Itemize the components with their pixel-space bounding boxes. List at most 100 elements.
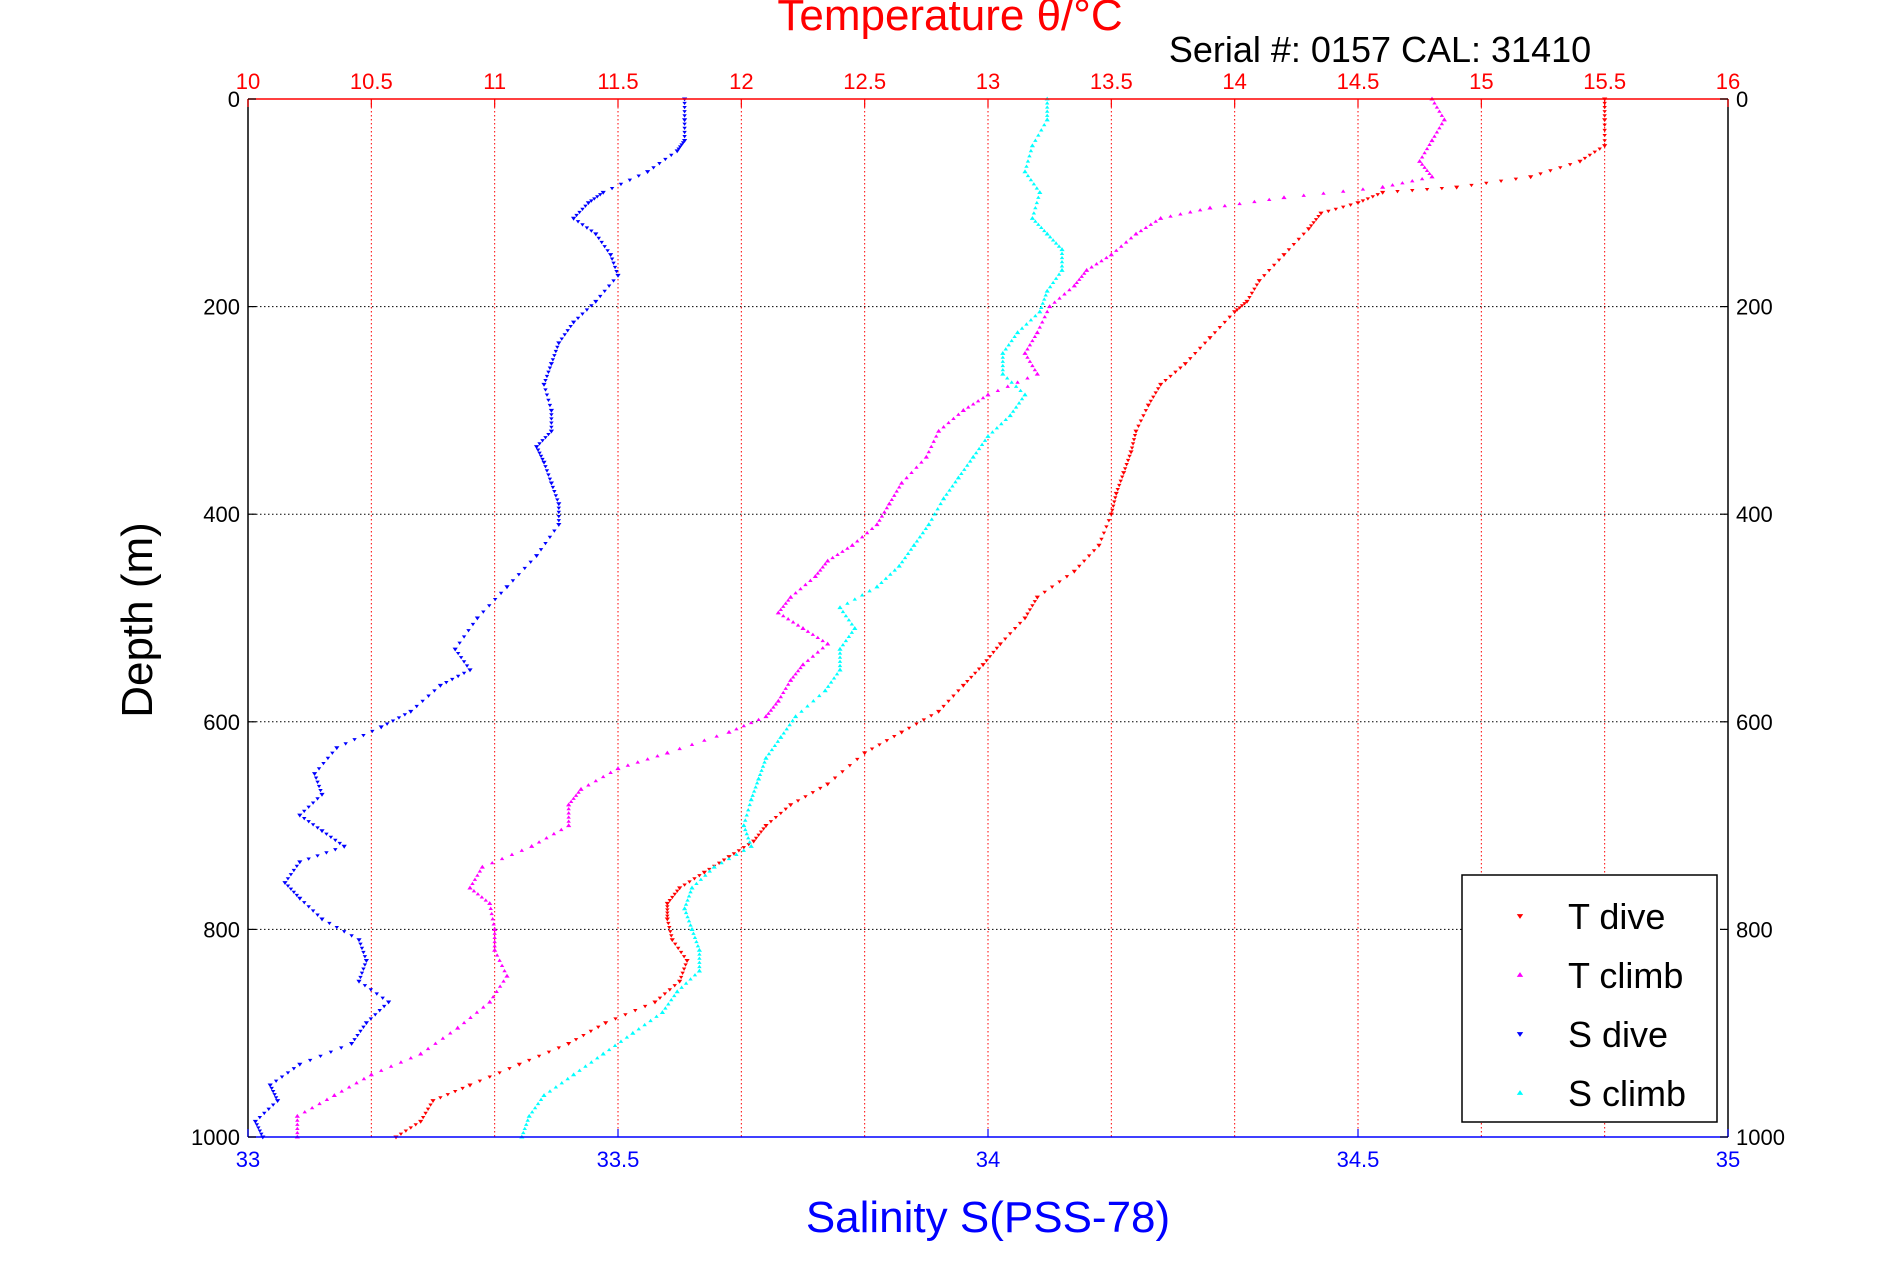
data-point [950, 484, 955, 488]
data-point [1003, 347, 1008, 351]
data-point [547, 366, 553, 370]
data-point [962, 467, 967, 471]
data-point [786, 682, 791, 686]
data-point [593, 299, 599, 304]
data-point [1429, 138, 1435, 143]
data-point [1028, 318, 1034, 322]
data-point [771, 705, 776, 709]
data-point [633, 1009, 638, 1013]
data-point [840, 609, 846, 614]
data-point [589, 1060, 594, 1064]
data-point [1104, 255, 1109, 260]
data-point [1182, 362, 1188, 367]
data-point [1267, 197, 1272, 202]
data-point [995, 388, 1001, 392]
data-point [536, 1054, 542, 1059]
data-point [783, 807, 788, 811]
data-point [849, 622, 855, 626]
data-point [318, 1054, 323, 1059]
data-point [786, 617, 791, 621]
data-point [537, 442, 542, 446]
data-point [1291, 243, 1297, 247]
data-point [1217, 326, 1223, 330]
depth-tick-label-left: 400 [203, 502, 240, 527]
data-point [1034, 200, 1040, 205]
data-point [818, 568, 823, 572]
data-point [1034, 371, 1040, 376]
data-point [1000, 350, 1006, 355]
data-point [682, 138, 688, 143]
data-point [805, 629, 811, 633]
data-point [379, 1068, 384, 1072]
series-layer [252, 96, 1608, 1140]
data-point [390, 719, 396, 723]
data-point [1316, 214, 1321, 219]
data-point [477, 1079, 483, 1083]
data-point [1178, 366, 1183, 370]
data-point [823, 562, 828, 566]
data-point [1122, 467, 1128, 471]
data-point [951, 416, 956, 421]
data-point [955, 475, 961, 480]
legend-label: T dive [1568, 896, 1665, 937]
data-point [683, 902, 689, 906]
data-point [624, 1035, 630, 1039]
data-point [556, 506, 561, 510]
data-point [302, 1110, 307, 1114]
data-point [1422, 150, 1427, 155]
data-point [457, 641, 462, 645]
data-point [310, 801, 316, 805]
data-point [1207, 336, 1213, 341]
data-point [1039, 305, 1044, 309]
data-point [748, 797, 754, 802]
data-point [959, 471, 964, 476]
legend: T dive T climb S dive S climb [1461, 874, 1718, 1123]
data-point [613, 1017, 618, 1021]
data-point [433, 1041, 438, 1045]
data-point [1237, 306, 1242, 310]
data-point [1119, 475, 1125, 479]
data-point [787, 722, 792, 727]
data-point [1127, 454, 1132, 459]
data-point [786, 598, 791, 602]
data-point [837, 605, 843, 610]
data-point [1032, 600, 1038, 604]
data-point [1045, 101, 1050, 105]
data-point [361, 733, 366, 738]
data-point [297, 813, 303, 818]
data-point [551, 831, 557, 836]
data-point [611, 261, 616, 265]
data-point [547, 403, 553, 408]
data-point [677, 979, 683, 984]
data-point [743, 818, 748, 822]
data-point [932, 512, 937, 516]
data-point [571, 796, 576, 800]
data-point [612, 265, 618, 270]
data-point [1113, 496, 1118, 500]
data-point [820, 565, 825, 569]
data-point [580, 223, 585, 227]
data-point [1145, 403, 1151, 408]
data-point [259, 1132, 264, 1136]
data-point [757, 772, 763, 777]
data-point [565, 1076, 570, 1081]
data-point [1059, 264, 1065, 268]
data-point [969, 675, 974, 680]
data-point [1158, 382, 1164, 387]
data-point [672, 993, 677, 998]
data-point [683, 963, 688, 967]
data-point [1017, 621, 1023, 626]
data-point [536, 840, 542, 844]
data-point [825, 782, 831, 787]
data-point [1538, 172, 1543, 176]
data-point [1410, 179, 1415, 183]
data-point [381, 1004, 387, 1009]
data-point [846, 618, 852, 622]
data-point [1124, 463, 1129, 467]
data-point [490, 860, 495, 865]
data-point [1037, 309, 1043, 314]
temperature-tick-label: 14.5 [1337, 69, 1380, 94]
data-point [1044, 288, 1050, 293]
data-point [315, 780, 320, 784]
data-point [931, 439, 936, 443]
